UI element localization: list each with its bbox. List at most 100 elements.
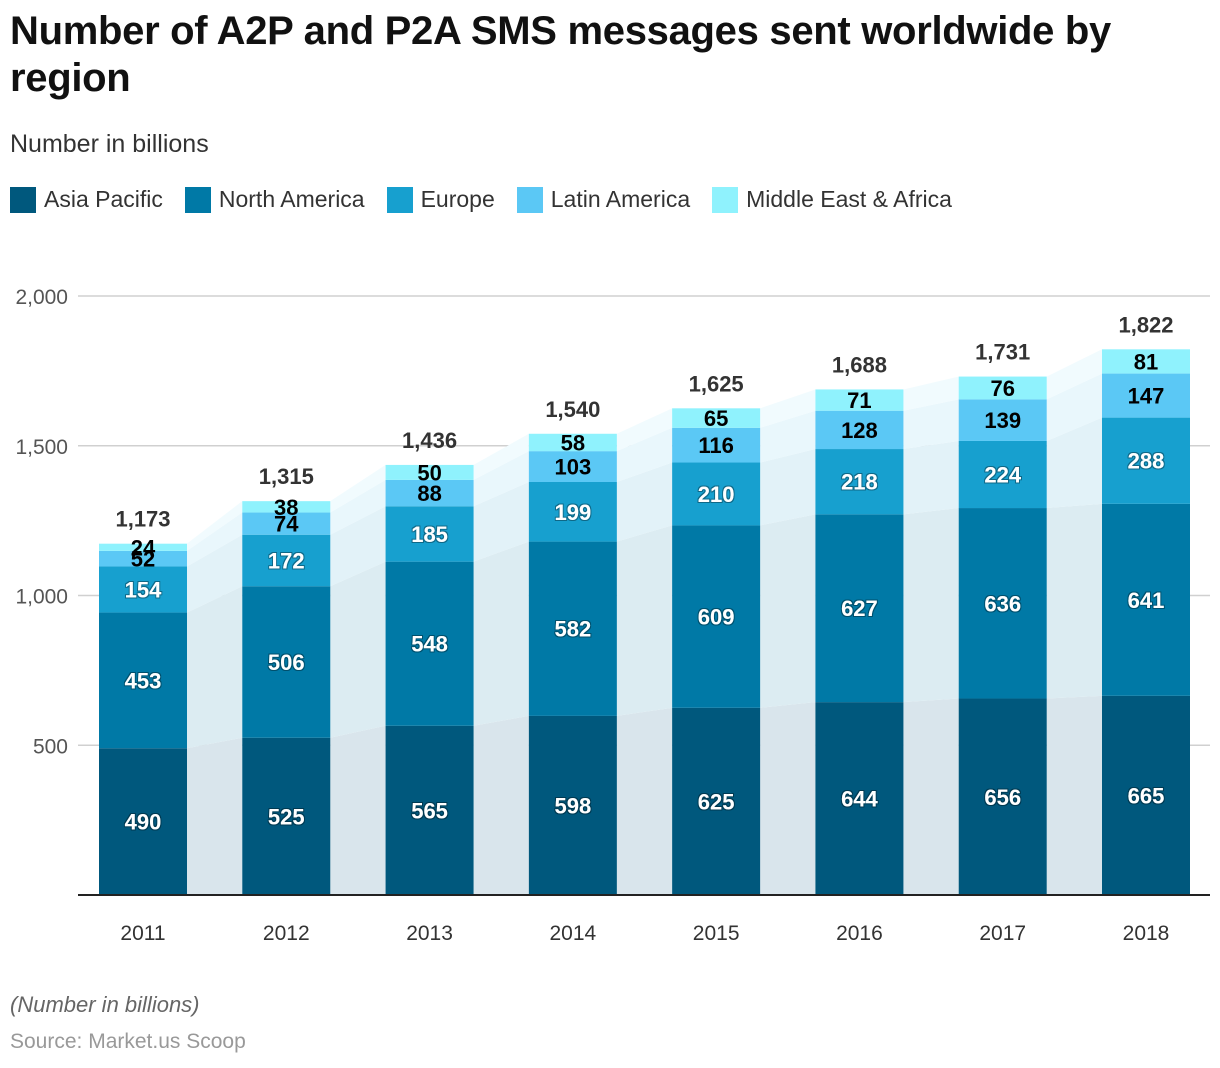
x-tick-label: 2011 <box>120 922 165 945</box>
y-tick-label: 1,500 <box>15 436 68 459</box>
legend-swatch <box>386 186 413 213</box>
data-label: 665 <box>1128 783 1165 808</box>
connector-area <box>616 462 673 542</box>
bar-segment <box>1102 373 1190 418</box>
bar-segment <box>242 737 331 895</box>
legend-item-latin-america[interactable]: Latin America <box>516 186 691 213</box>
data-label: 288 <box>1128 449 1165 474</box>
bar-segment <box>958 508 1047 699</box>
legend-swatch <box>712 186 739 213</box>
connector-area <box>760 389 816 428</box>
data-label: 506 <box>268 650 305 675</box>
connector-area <box>187 737 243 895</box>
connector-area <box>330 561 386 738</box>
source-note: Source: Market.us Scoop <box>10 1030 246 1053</box>
total-label: 1,688 <box>832 352 887 377</box>
data-label: 199 <box>554 500 591 525</box>
data-label: 636 <box>984 591 1021 616</box>
connector-area <box>760 410 816 463</box>
connector-area <box>330 464 386 513</box>
connector-area <box>616 707 673 895</box>
legend: Asia Pacific North America Europe Latin … <box>10 186 974 213</box>
legend-item-asia-pacific[interactable]: Asia Pacific <box>10 186 163 213</box>
connector-area <box>473 715 529 895</box>
connector-area <box>330 725 386 895</box>
legend-label: Latin America <box>550 186 691 212</box>
data-label: 641 <box>1128 588 1165 613</box>
bar-segment <box>242 501 331 513</box>
bar-segment <box>385 464 474 480</box>
bar-segment <box>815 449 904 515</box>
data-label: 644 <box>841 787 878 812</box>
bar-segment <box>385 561 474 726</box>
total-label: 1,625 <box>689 371 744 396</box>
connector-area <box>760 514 816 708</box>
x-tick-label: 2017 <box>979 922 1026 945</box>
connector-area <box>616 427 673 482</box>
legend-item-north-america[interactable]: North America <box>184 186 365 213</box>
bar-segment <box>528 433 617 452</box>
data-label: 88 <box>417 481 441 506</box>
data-label: 128 <box>841 418 878 443</box>
legend-swatch <box>184 186 211 213</box>
bar-segment <box>528 451 617 482</box>
x-tick-label: 2018 <box>1123 922 1170 945</box>
bar-segment <box>242 586 331 738</box>
bar-segment <box>528 541 617 716</box>
data-label: 154 <box>125 578 162 603</box>
data-label: 76 <box>990 376 1014 401</box>
bar-segment <box>242 512 331 535</box>
connector-area <box>473 541 529 726</box>
connector-area <box>1046 417 1102 509</box>
bar-segment <box>99 543 187 551</box>
legend-swatch <box>516 186 543 213</box>
bar-segment <box>815 410 904 450</box>
bar-segment <box>672 462 761 526</box>
bar-segment <box>672 707 761 895</box>
legend-label: North America <box>218 186 365 212</box>
connector-area <box>1046 373 1102 441</box>
x-tick-label: 2016 <box>836 922 883 945</box>
connector-area <box>1046 503 1102 699</box>
x-tick-label: 2015 <box>693 922 740 945</box>
legend-label: Europe <box>420 186 495 212</box>
data-label: 598 <box>554 793 591 818</box>
connector-area <box>1046 695 1102 895</box>
total-label: 1,540 <box>545 397 600 422</box>
data-label: 582 <box>554 617 591 642</box>
data-label: 548 <box>411 632 448 657</box>
legend-swatch <box>10 186 36 213</box>
connector-area <box>616 408 673 452</box>
data-label: 627 <box>841 596 878 621</box>
bar-segment <box>99 748 187 895</box>
bar-segment <box>958 376 1047 400</box>
bar-segment <box>99 612 187 749</box>
bar-segment <box>1102 503 1190 696</box>
data-label: 453 <box>125 668 162 693</box>
data-label: 52 <box>131 547 155 572</box>
connector-area <box>330 506 386 587</box>
legend-item-europe[interactable]: Europe <box>386 186 495 213</box>
data-label: 185 <box>411 522 448 547</box>
bar-segment <box>815 389 904 411</box>
bar-segment <box>1102 695 1190 895</box>
connector-area <box>903 399 959 450</box>
bar-segment <box>958 399 1047 441</box>
data-label: 65 <box>704 406 728 431</box>
chart-title: Number of A2P and P2A SMS messages sent … <box>10 9 1112 100</box>
data-label: 50 <box>417 460 441 485</box>
legend-item-middle-east-africa[interactable]: Middle East & Africa <box>712 186 952 213</box>
x-tick-label: 2014 <box>549 922 596 945</box>
bar-segment <box>672 408 761 428</box>
x-axis: 2011 2012 2013 2014 2015 2016 2017 2018 <box>78 894 1210 945</box>
bar-segment <box>242 534 331 587</box>
connector-area <box>473 481 529 562</box>
connector-area <box>187 501 243 551</box>
bar-segment <box>672 427 761 463</box>
data-label: 147 <box>1128 384 1165 409</box>
bar-segment <box>528 481 617 542</box>
data-label: 58 <box>561 430 585 455</box>
data-label: 24 <box>131 535 156 560</box>
data-label: 103 <box>554 455 591 480</box>
